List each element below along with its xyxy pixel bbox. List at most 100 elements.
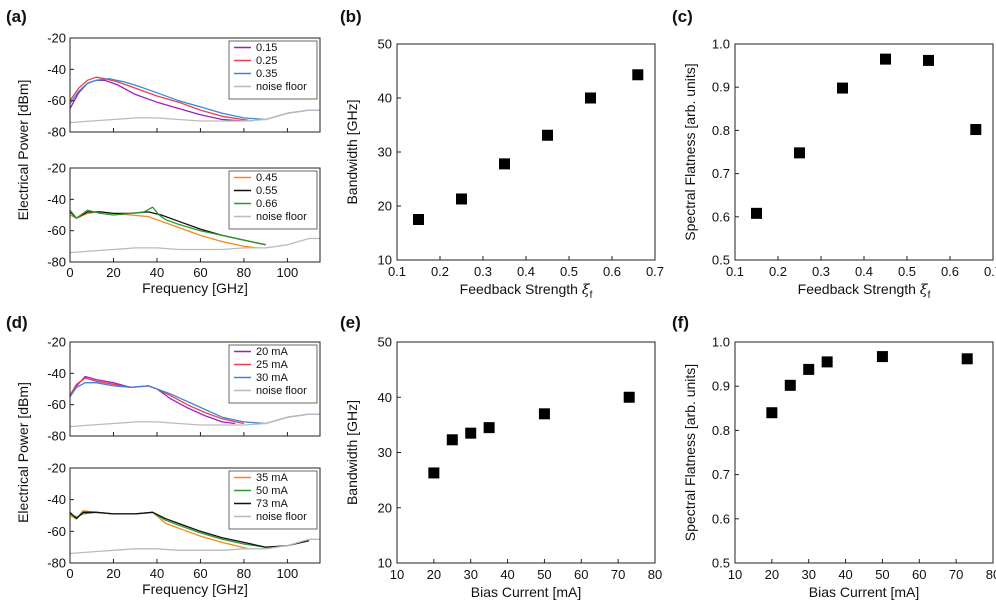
y-tick-label: -40 [47, 366, 66, 381]
series-line [70, 538, 320, 555]
y-tick-label: -40 [47, 62, 66, 77]
y-tick-label: 50 [378, 335, 392, 350]
x-tick-label: 40 [150, 265, 164, 280]
plot-frame [69, 467, 321, 564]
y-tick-label: -40 [47, 192, 66, 207]
x-tick-label: 40 [500, 567, 514, 582]
x-tick-label: 60 [193, 566, 207, 581]
data-point [803, 363, 815, 375]
y-tick-label: 0.7 [712, 467, 730, 482]
legend-entry: 30 mA [256, 372, 288, 384]
y-tick-label: 40 [378, 91, 392, 106]
x-axis-label-subscript: f [928, 290, 931, 301]
x-tick-label: 0.3 [812, 264, 830, 279]
y-tick-label: -60 [47, 524, 66, 539]
series-line [70, 413, 320, 428]
x-tick-label: 0.1 [388, 264, 406, 279]
x-tick-label: 10 [390, 567, 404, 582]
x-tick-label: 40 [150, 566, 164, 581]
y-tick-label: -60 [47, 223, 66, 238]
y-tick-label: 0.5 [712, 556, 730, 571]
legend-entry: noise floor [256, 385, 307, 397]
y-axis-label: Bandwidth [GHz] [344, 99, 360, 204]
x-tick-label: 20 [106, 265, 120, 280]
plot-frame [69, 341, 321, 437]
series-line [70, 375, 236, 425]
legend-entry: 0.45 [256, 172, 277, 184]
panel-label: (e) [340, 313, 361, 332]
x-tick-label: 0.4 [855, 264, 873, 279]
legend-entry: noise floor [256, 81, 307, 93]
data-point [585, 92, 596, 104]
y-tick-label: -20 [47, 31, 66, 46]
panel-a-subplot-2: -20 -40 -60 -800 20 40 60 80 100 0.450.550.66nois… [47, 161, 321, 280]
x-axis-label-text: Feedback Strength [798, 281, 920, 297]
x-tick-label: 80 [237, 566, 251, 581]
y-tick-label: 30 [378, 145, 392, 160]
x-tick-label: 80 [648, 567, 662, 582]
panel-e: (e) 10 20 30 40 50 10 20 30 40 50 60 70 80 Bias Curren… [340, 313, 662, 600]
data-point [766, 407, 778, 419]
y-tick-label: 20 [378, 500, 392, 515]
y-tick-label: -60 [47, 93, 66, 108]
x-tick-label: 30 [463, 567, 477, 582]
data-point [837, 82, 848, 94]
legend-entry: 0.55 [256, 185, 277, 197]
y-tick-label: 0.5 [712, 253, 730, 268]
x-axis-label: Frequency [GHz] [142, 280, 248, 296]
data-point [483, 422, 495, 434]
panel-label: (a) [6, 7, 27, 26]
series-line [70, 76, 253, 122]
y-tick-label: 0.9 [712, 80, 730, 95]
legend-entry: 35 mA [256, 472, 288, 484]
legend-entry: 50 mA [256, 485, 288, 497]
x-tick-label: 40 [838, 567, 852, 582]
x-tick-label: 0.1 [726, 264, 744, 279]
data-point [413, 214, 424, 225]
y-tick-label: 0.9 [712, 379, 730, 394]
x-tick-label: 60 [912, 567, 926, 582]
y-axis-label: Spectral Flatness [arb. units] [682, 63, 698, 240]
x-tick-label: 0.6 [603, 264, 621, 279]
x-tick-label: 80 [986, 567, 996, 582]
x-tick-label: 20 [427, 567, 441, 582]
legend-entry: 0.66 [256, 198, 277, 210]
series-line [70, 377, 245, 425]
x-tick-label: 20 [106, 566, 120, 581]
x-axis-label-subscript: f [590, 290, 593, 301]
x-axis-label: Feedback Strength ξf [460, 281, 593, 301]
x-tick-label: 30 [801, 567, 815, 582]
data-point [751, 207, 762, 219]
legend-box [228, 40, 318, 100]
panel-f: (f) 0.5 0.6 0.7 0.8 0.9 1.0 10 20 30 40 50 60 70 80 Bia… [672, 313, 996, 600]
legend-box [228, 170, 318, 230]
y-tick-label: 0.6 [712, 511, 730, 526]
x-axis-label-symbol: ξ [582, 282, 591, 298]
data-point [632, 69, 644, 81]
y-tick-label: -60 [47, 397, 66, 412]
y-tick-label: 30 [378, 445, 392, 460]
y-axis-label: Electrical Power [dBm] [15, 80, 31, 221]
data-point [538, 408, 550, 420]
data-point [876, 351, 888, 363]
panel-label: (d) [6, 313, 28, 332]
x-axis-label-text: Bias Current [mA] [471, 584, 581, 600]
x-tick-label: 0.2 [769, 264, 787, 279]
plot-frame [396, 341, 656, 564]
legend-box [228, 344, 318, 404]
data-point [499, 158, 510, 170]
x-tick-label: 60 [574, 567, 588, 582]
data-point [542, 129, 553, 141]
x-axis-label: Bias Current [mA] [471, 584, 581, 600]
x-tick-label: 0.2 [431, 264, 449, 279]
x-tick-label: 0 [66, 265, 73, 280]
y-tick-label: -20 [47, 461, 66, 476]
y-tick-label: 20 [378, 199, 392, 214]
